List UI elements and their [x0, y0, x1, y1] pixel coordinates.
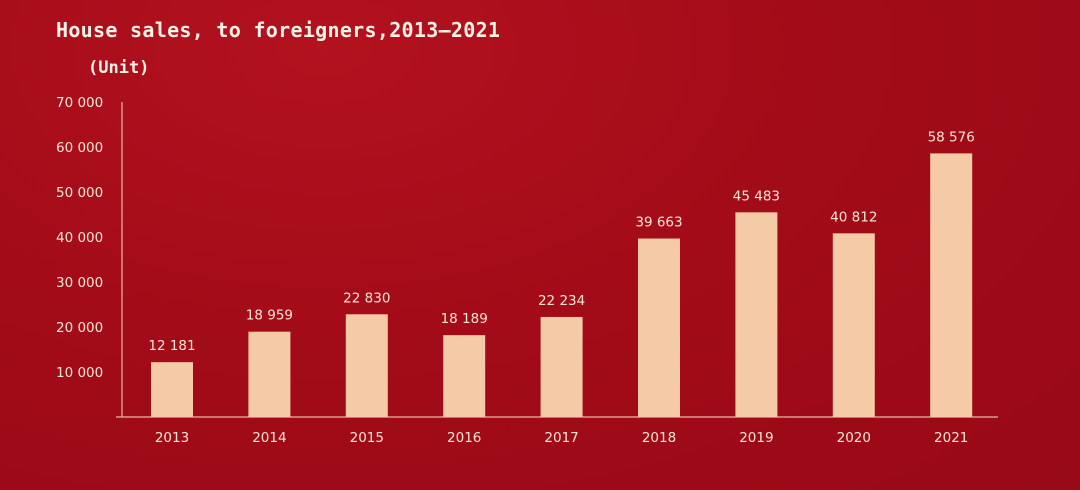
bar — [345, 314, 388, 417]
y-tick-label: 20 000 — [56, 320, 103, 336]
y-tick-label: 30 000 — [56, 275, 103, 291]
bar — [540, 316, 583, 417]
value-label: 45 483 — [733, 188, 780, 204]
value-label: 18 959 — [246, 308, 293, 324]
x-tick-label: 2020 — [837, 430, 871, 446]
x-tick-label: 2021 — [934, 430, 968, 446]
bar — [832, 233, 875, 417]
bar — [638, 238, 680, 417]
x-tick-label: 2015 — [350, 430, 384, 446]
bar — [248, 331, 291, 417]
x-tick-label: 2016 — [447, 430, 481, 446]
y-axis-label: (Unit) — [88, 58, 150, 78]
y-tick-label: 50 000 — [56, 185, 103, 201]
x-tick-label: 2019 — [739, 430, 773, 446]
bars — [151, 153, 973, 417]
y-tick-label: 60 000 — [56, 140, 103, 156]
value-label: 22 234 — [538, 293, 585, 309]
bar — [443, 335, 486, 417]
value-label: 39 663 — [635, 215, 682, 231]
bar — [151, 362, 193, 417]
value-labels: 12 181 18 959 22 830 18 189 22 234 39 663 45 4… — [148, 129, 974, 354]
x-tick-label: 2014 — [252, 430, 286, 446]
y-tick-label: 10 000 — [56, 365, 103, 381]
x-tick-label: 2013 — [155, 430, 189, 446]
value-label: 40 812 — [830, 209, 877, 225]
chart-title: House sales, to foreigners,2013—2021 — [56, 18, 501, 42]
value-label: 22 830 — [343, 290, 390, 306]
x-tick-label: 2018 — [642, 430, 676, 446]
y-tick-labels: 10 000 20 000 30 000 40 000 50 000 60 000 70 0… — [56, 95, 103, 381]
value-label: 58 576 — [928, 129, 975, 145]
bar — [930, 153, 973, 417]
x-tick-label: 2017 — [544, 430, 578, 446]
x-tick-labels: 2013 2014 2015 2016 2017 2018 2019 2020 2021 — [155, 430, 969, 446]
value-label: 18 189 — [441, 311, 488, 327]
y-tick-label: 40 000 — [56, 230, 103, 246]
bar — [735, 212, 778, 417]
y-tick-label: 70 000 — [56, 95, 103, 111]
value-label: 12 181 — [148, 338, 195, 354]
